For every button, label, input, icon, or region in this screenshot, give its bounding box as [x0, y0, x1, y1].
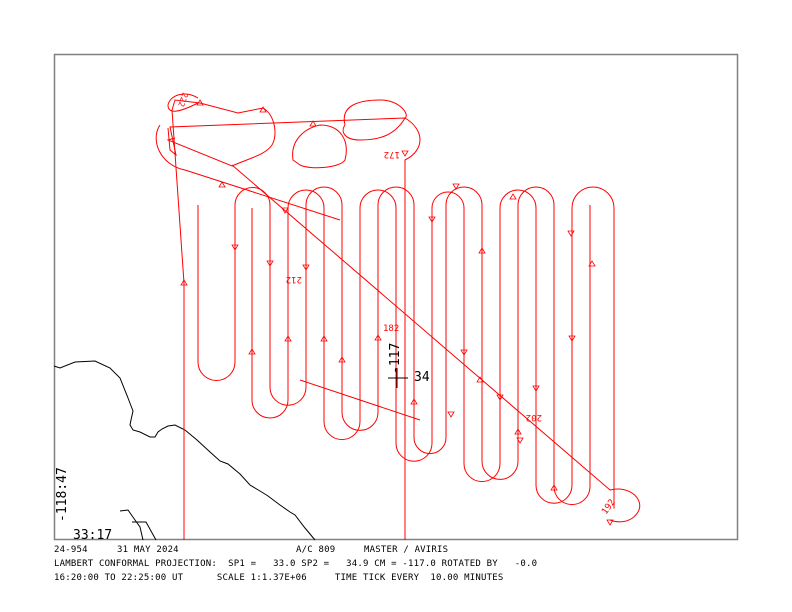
time-label-202: 202 — [526, 412, 542, 422]
time-tick-marker — [410, 398, 418, 405]
time-tick-marker — [259, 106, 267, 113]
track-transit-3 — [155, 124, 341, 221]
time-tick-marker — [302, 264, 310, 271]
time-label-212: 212 — [286, 274, 302, 284]
track-turn-1 — [167, 93, 199, 112]
time-tick-markers — [180, 99, 614, 526]
time-label-182: 182 — [383, 324, 399, 334]
flight-date: 31 MAY 2024 — [117, 545, 179, 555]
time-tick-marker — [516, 437, 524, 444]
time-tick-marker — [532, 385, 540, 392]
corner-latitude: 33:17 — [73, 528, 112, 543]
time-tick-marker — [180, 279, 188, 286]
projection-line: LAMBERT CONFORMAL PROJECTION: SP1 = 33.0… — [54, 559, 538, 569]
track-transit-2 — [167, 117, 421, 540]
time-label-222: 222 — [176, 91, 189, 108]
time-tick-marker — [374, 334, 382, 341]
time-tick-marker — [218, 181, 226, 188]
time-tick-marker — [550, 484, 558, 491]
time-tick-marker — [568, 335, 576, 342]
time-tick-marker — [196, 99, 204, 106]
track-transit-1 — [166, 99, 276, 540]
time-tick-marker — [452, 183, 460, 190]
aircraft: A/C 809 — [296, 545, 336, 555]
instruments: MASTER / AVIRIS — [364, 545, 449, 555]
coastline-mainland — [53, 360, 316, 541]
coastline — [53, 360, 316, 541]
coastline-bay — [119, 509, 144, 541]
corner-longitude: -118:47 — [55, 467, 70, 522]
time-tick-marker — [231, 244, 239, 251]
time-tick-marker — [496, 394, 504, 401]
time-tick-marker — [320, 335, 328, 342]
time-tick-marker — [338, 356, 346, 363]
grid-mark — [388, 368, 408, 388]
time-tick-marker — [266, 260, 274, 267]
time-tick-marker — [514, 428, 522, 435]
track-racetrack-a — [197, 186, 591, 506]
time-label-192: 192 — [600, 498, 618, 517]
time-tick-marker — [606, 519, 614, 526]
grid-mark-latitude: 34 — [414, 370, 430, 385]
time-tick-marker — [476, 376, 484, 383]
coastline-bay-2 — [132, 521, 157, 541]
time-label-172: 172 — [384, 149, 400, 159]
time-tick-marker — [281, 207, 289, 214]
map-frame — [53, 53, 739, 541]
track-loop-2 — [342, 99, 407, 141]
time-tick-marker — [478, 247, 486, 254]
time-tick-marker — [428, 216, 436, 223]
flight-id: 24-954 — [54, 545, 88, 555]
time-tick-marker — [447, 411, 455, 418]
time-tick-marker — [309, 120, 317, 127]
time-tick-marker — [567, 230, 575, 237]
grid-mark-longitude: -117 — [388, 343, 403, 374]
flight-track — [155, 93, 641, 540]
track-diagonal — [231, 164, 641, 523]
time-tick-marker — [460, 349, 468, 356]
track-racetrack-b — [251, 186, 615, 509]
time-tick-marker — [248, 348, 256, 355]
track-loop-1 — [292, 124, 347, 169]
time-tick-marker — [588, 260, 596, 267]
time-tick-marker — [509, 193, 517, 200]
time-tick-marker — [401, 150, 409, 157]
time-line: 16:20:00 TO 22:25:00 UT SCALE 1:1.37E+06… — [54, 573, 504, 583]
time-tick-marker — [284, 335, 292, 342]
